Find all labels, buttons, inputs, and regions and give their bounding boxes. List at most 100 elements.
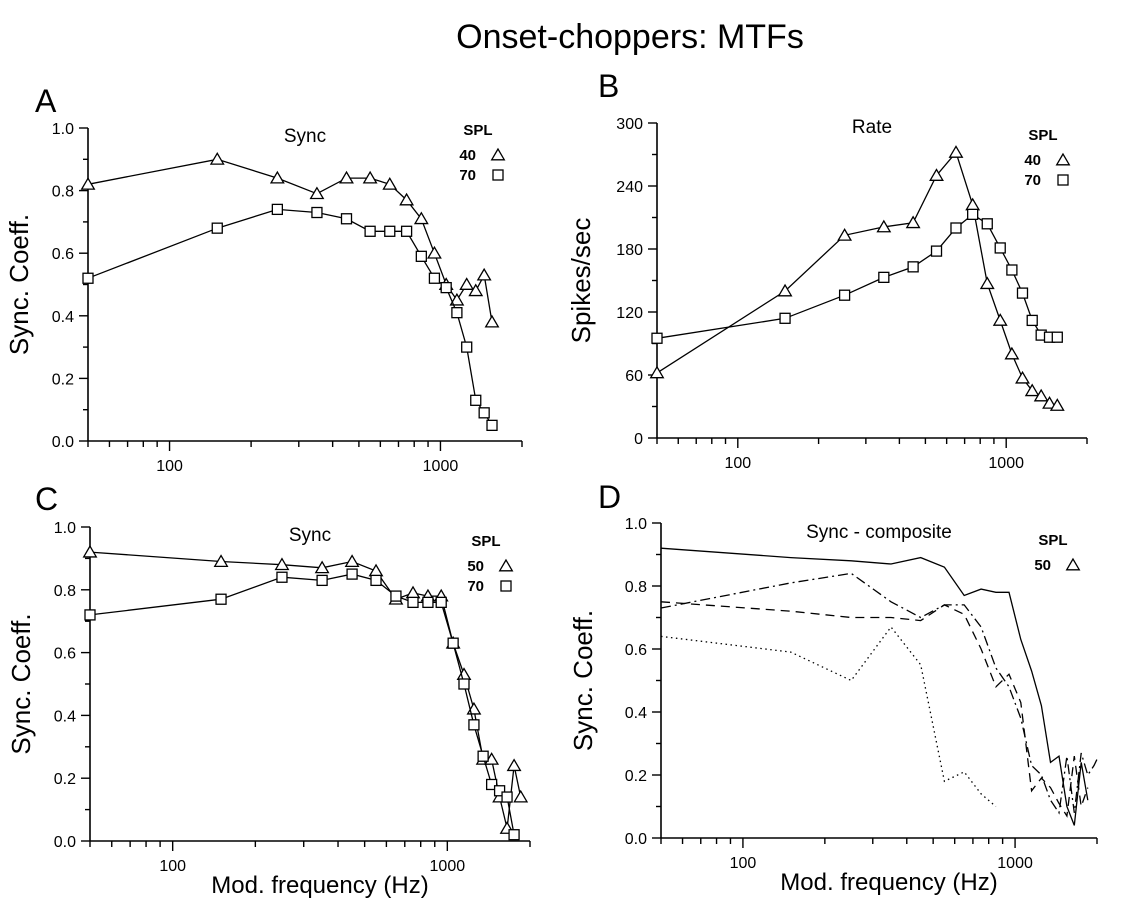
marker-square bbox=[1026, 314, 1038, 327]
y-tick-label: 0.4 bbox=[54, 708, 76, 725]
marker-triangle bbox=[80, 177, 96, 190]
marker-triangle bbox=[413, 211, 429, 225]
y-tick-label: 120 bbox=[616, 305, 643, 322]
legend-marker-square bbox=[492, 169, 504, 181]
marker-triangle bbox=[1024, 383, 1040, 397]
series-line-dashdot bbox=[660, 572, 1098, 815]
y-tick-label: 300 bbox=[616, 116, 643, 133]
x-tick-label: 1000 bbox=[430, 858, 466, 875]
marker-triangle bbox=[649, 365, 665, 379]
marker-triangle bbox=[274, 557, 290, 571]
legend-label: 40 bbox=[1024, 152, 1041, 169]
y-axis-label: Sync. Coeff. bbox=[6, 613, 36, 754]
marker-square bbox=[1016, 287, 1029, 299]
marker-square bbox=[651, 332, 663, 344]
marker-triangle bbox=[837, 228, 853, 241]
y-tick-label: 240 bbox=[616, 179, 643, 196]
marker-triangle bbox=[1042, 396, 1057, 409]
marker-square bbox=[950, 222, 962, 234]
legend-label: 50 bbox=[1034, 557, 1051, 574]
marker-triangle bbox=[362, 170, 378, 184]
marker-square bbox=[407, 596, 419, 609]
marker-triangle bbox=[484, 314, 500, 328]
legend-label: 70 bbox=[1024, 172, 1041, 189]
marker-triangle bbox=[905, 215, 921, 229]
marker-square bbox=[485, 778, 498, 791]
marker-square bbox=[930, 245, 943, 257]
series-line-50 bbox=[89, 551, 522, 829]
marker-triangle bbox=[1049, 398, 1065, 411]
legend: SPL 50 bbox=[1034, 532, 1081, 574]
marker-triangle bbox=[269, 170, 285, 184]
panel-letter: A bbox=[35, 83, 57, 119]
y-tick-label: 60 bbox=[625, 368, 643, 385]
legend-title: SPL bbox=[1038, 532, 1067, 549]
marker-square bbox=[967, 208, 979, 221]
panel-title: Sync bbox=[284, 126, 326, 147]
legend-title: SPL bbox=[1028, 127, 1057, 144]
y-tick-label: 0.2 bbox=[625, 768, 647, 785]
marker-square bbox=[316, 574, 328, 587]
marker-square bbox=[440, 281, 452, 294]
legend-title: SPL bbox=[471, 533, 500, 550]
panel-letter: C bbox=[35, 481, 58, 517]
marker-square bbox=[493, 785, 506, 797]
y-axis-label: Spikes/sec bbox=[566, 218, 596, 344]
y-tick-label: 0.6 bbox=[625, 642, 647, 659]
marker-triangle bbox=[876, 219, 892, 233]
y-tick-label: 0.0 bbox=[52, 434, 74, 451]
panel-c: C 0.0 0.2 0.4 0.6 0.8 1.0 100 1000 Sync Sync. Coef… bbox=[6, 481, 531, 899]
marker-triangle bbox=[476, 267, 492, 281]
marker-square bbox=[478, 407, 490, 419]
marker-square bbox=[415, 250, 427, 262]
legend-marker-square bbox=[500, 580, 512, 592]
marker-square bbox=[422, 596, 434, 609]
marker-square bbox=[508, 829, 520, 841]
marker-square bbox=[390, 590, 402, 602]
panel-a: A 0.0 0.2 0.4 0.6 0.8 1.0 100 1000 Sync Sync. Coef… bbox=[4, 83, 523, 475]
x-axis-label: Mod. frequency (Hz) bbox=[211, 872, 428, 899]
marker-square bbox=[311, 206, 323, 219]
series-line-70 bbox=[87, 208, 493, 426]
figure-title: Onset-choppers: MTFs bbox=[456, 18, 804, 56]
y-tick-label: 0.2 bbox=[52, 371, 74, 388]
marker-square bbox=[276, 571, 288, 583]
y-tick-label: 0.4 bbox=[625, 705, 647, 722]
marker-triangle bbox=[209, 152, 225, 165]
marker-triangle bbox=[777, 283, 793, 297]
legend-label: 70 bbox=[467, 578, 484, 595]
marker-triangle bbox=[309, 186, 325, 200]
y-tick-label: 0.8 bbox=[625, 579, 647, 596]
legend-marker-square bbox=[1057, 174, 1069, 186]
x-tick-label: 1000 bbox=[423, 458, 459, 475]
marker-square bbox=[907, 261, 919, 273]
y-tick-label: 0.0 bbox=[625, 831, 647, 848]
marker-square bbox=[84, 609, 96, 621]
marker-square bbox=[779, 312, 791, 324]
panel-letter: B bbox=[598, 68, 619, 104]
marker-square bbox=[477, 750, 489, 762]
legend: SPL 50 70 bbox=[467, 533, 514, 595]
marker-square bbox=[384, 225, 396, 237]
series-line-40 bbox=[87, 158, 493, 323]
legend-label: 50 bbox=[467, 558, 484, 575]
legend-marker-triangle bbox=[1065, 557, 1081, 571]
marker-triangle bbox=[1004, 346, 1020, 360]
marker-square bbox=[451, 307, 463, 319]
legend-marker-triangle bbox=[490, 147, 506, 161]
y-tick-label: 0.6 bbox=[52, 246, 74, 263]
panel-title: Rate bbox=[852, 117, 892, 138]
y-tick-label: 1.0 bbox=[52, 121, 74, 138]
marker-square bbox=[340, 213, 353, 225]
marker-square bbox=[458, 678, 470, 690]
marker-triangle bbox=[506, 758, 522, 772]
marker-triangle bbox=[382, 177, 398, 190]
marker-square bbox=[461, 341, 473, 353]
marker-triangle bbox=[468, 283, 484, 297]
x-axis-label: Mod. frequency (Hz) bbox=[780, 869, 997, 896]
x-tick-label: 1000 bbox=[988, 455, 1024, 472]
marker-square bbox=[82, 272, 94, 284]
legend-label: 70 bbox=[459, 167, 476, 184]
marker-triangle bbox=[992, 313, 1008, 326]
